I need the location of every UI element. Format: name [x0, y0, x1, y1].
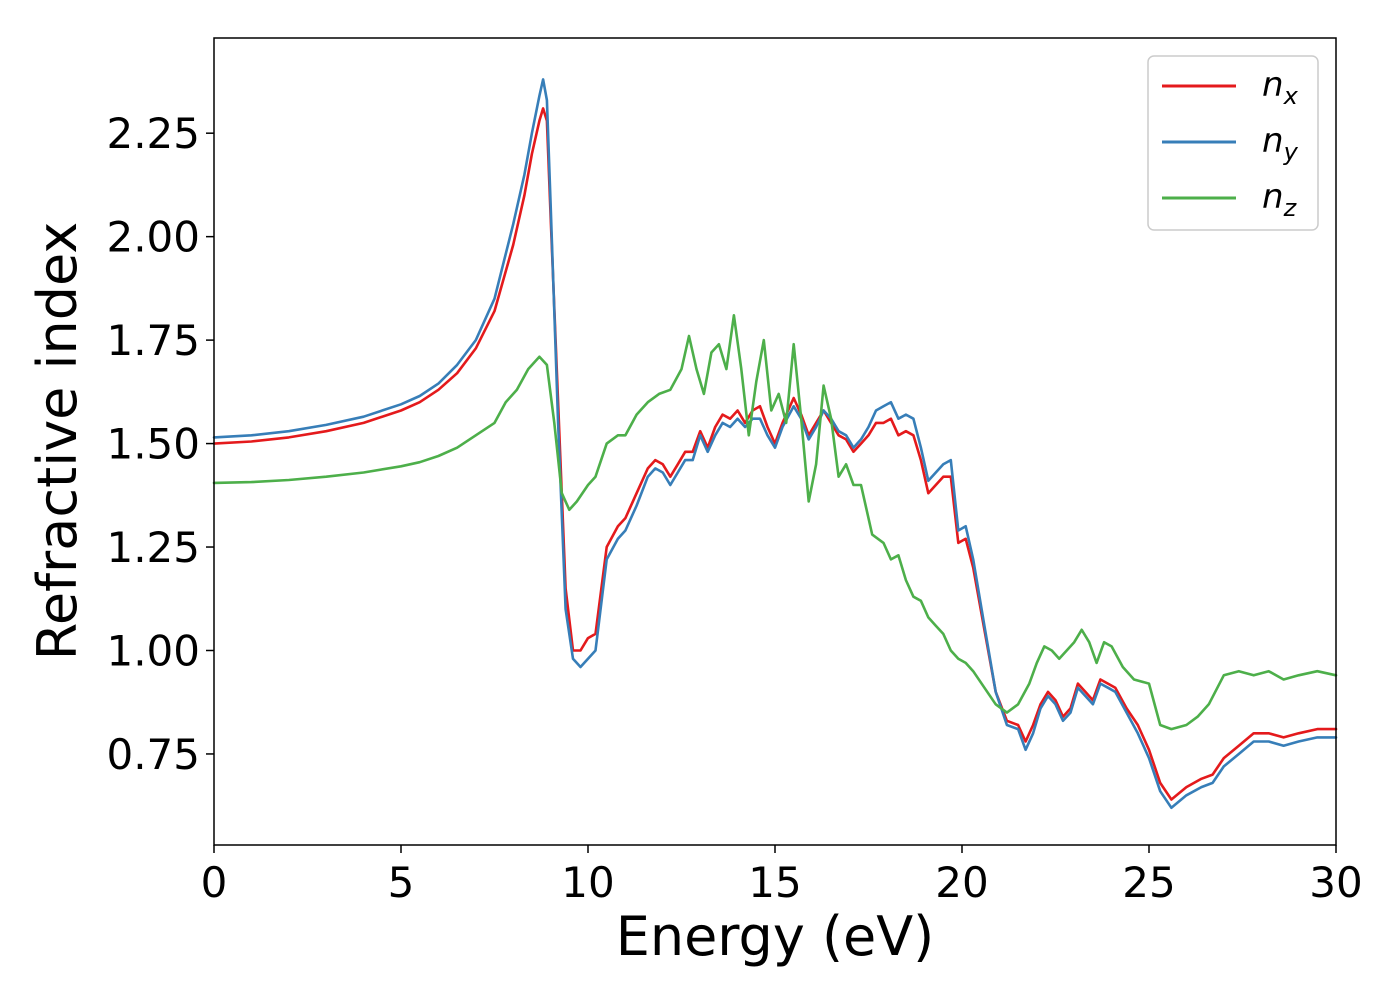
legend-label-z: nz	[1262, 177, 1298, 222]
x-tick-label: 25	[1122, 858, 1175, 907]
y-tick-label: 1.50	[106, 420, 200, 469]
x-tick-label: 5	[388, 858, 415, 907]
x-tick-label: 20	[935, 858, 988, 907]
series-line-z	[212, 314, 1338, 731]
y-tick-label: 1.75	[106, 316, 200, 365]
y-tick-label: 1.25	[106, 523, 200, 572]
y-tick-label: 2.25	[106, 109, 200, 158]
legend-label-y: ny	[1262, 121, 1299, 166]
series-layer	[212, 78, 1338, 810]
y-axis-title: Refractive index	[26, 222, 89, 661]
legend-label-x: nx	[1262, 65, 1299, 110]
x-axis-ticks: 0 5 10 15 20 25 30	[201, 845, 1363, 907]
x-tick-label: 10	[561, 858, 614, 907]
y-tick-label: 1.00	[106, 626, 200, 675]
x-axis-title: Energy (eV)	[616, 905, 935, 968]
x-tick-label: 0	[201, 858, 228, 907]
y-axis-ticks: 0.75 1.00 1.25 1.50 1.75 2.00 2.25	[106, 109, 214, 779]
x-tick-label: 15	[748, 858, 801, 907]
x-tick-label: 30	[1309, 858, 1362, 907]
y-tick-label: 0.75	[106, 730, 200, 779]
legend-items: nx ny nz	[1162, 65, 1299, 222]
legend: nx ny nz	[1147, 55, 1319, 231]
y-tick-label: 2.00	[106, 213, 200, 262]
